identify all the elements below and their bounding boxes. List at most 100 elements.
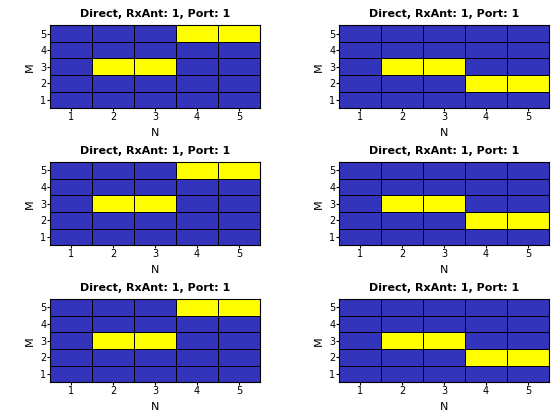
Bar: [423, 316, 465, 332]
Bar: [176, 162, 218, 179]
Bar: [507, 212, 549, 228]
Bar: [381, 349, 423, 365]
Bar: [50, 365, 92, 382]
Bar: [465, 365, 507, 382]
Bar: [50, 58, 92, 75]
Bar: [92, 25, 134, 42]
Bar: [218, 162, 260, 179]
Bar: [339, 58, 381, 75]
Title: Direct, RxAnt: 1, Port: 1: Direct, RxAnt: 1, Port: 1: [80, 283, 230, 293]
Bar: [465, 195, 507, 212]
Bar: [218, 316, 260, 332]
Bar: [423, 299, 465, 316]
Bar: [92, 299, 134, 316]
Bar: [465, 25, 507, 42]
Bar: [339, 212, 381, 228]
Bar: [423, 212, 465, 228]
Bar: [134, 228, 176, 245]
Bar: [465, 349, 507, 365]
Bar: [507, 228, 549, 245]
Bar: [339, 179, 381, 195]
Bar: [92, 58, 134, 75]
X-axis label: N: N: [440, 128, 449, 138]
Bar: [507, 195, 549, 212]
Bar: [339, 228, 381, 245]
Bar: [465, 332, 507, 349]
Bar: [381, 228, 423, 245]
X-axis label: N: N: [151, 402, 159, 412]
Bar: [339, 92, 381, 108]
Bar: [465, 179, 507, 195]
X-axis label: N: N: [440, 265, 449, 275]
X-axis label: N: N: [151, 265, 159, 275]
Y-axis label: M: M: [314, 62, 324, 71]
Bar: [218, 179, 260, 195]
Bar: [134, 316, 176, 332]
Bar: [92, 162, 134, 179]
Bar: [218, 58, 260, 75]
Bar: [507, 162, 549, 179]
Bar: [176, 42, 218, 58]
Bar: [50, 162, 92, 179]
Bar: [218, 92, 260, 108]
Bar: [176, 25, 218, 42]
Bar: [50, 332, 92, 349]
Bar: [465, 228, 507, 245]
Bar: [339, 349, 381, 365]
Title: Direct, RxAnt: 1, Port: 1: Direct, RxAnt: 1, Port: 1: [80, 146, 230, 156]
Bar: [381, 92, 423, 108]
Bar: [176, 349, 218, 365]
Bar: [381, 42, 423, 58]
Title: Direct, RxAnt: 1, Port: 1: Direct, RxAnt: 1, Port: 1: [369, 283, 519, 293]
Bar: [50, 212, 92, 228]
Bar: [465, 212, 507, 228]
Bar: [134, 92, 176, 108]
Bar: [50, 195, 92, 212]
Bar: [465, 299, 507, 316]
Bar: [176, 179, 218, 195]
Bar: [92, 195, 134, 212]
Bar: [134, 195, 176, 212]
Bar: [92, 212, 134, 228]
Bar: [50, 299, 92, 316]
Bar: [423, 228, 465, 245]
Bar: [92, 365, 134, 382]
Bar: [134, 365, 176, 382]
Bar: [381, 195, 423, 212]
Bar: [507, 42, 549, 58]
Title: Direct, RxAnt: 1, Port: 1: Direct, RxAnt: 1, Port: 1: [369, 146, 519, 156]
Bar: [176, 332, 218, 349]
Bar: [339, 195, 381, 212]
Bar: [218, 75, 260, 92]
Bar: [50, 92, 92, 108]
Y-axis label: M: M: [314, 336, 324, 346]
Bar: [92, 42, 134, 58]
Bar: [507, 179, 549, 195]
Bar: [381, 365, 423, 382]
Bar: [218, 195, 260, 212]
Bar: [134, 75, 176, 92]
Bar: [381, 162, 423, 179]
Bar: [423, 195, 465, 212]
Bar: [339, 365, 381, 382]
Bar: [92, 316, 134, 332]
Bar: [507, 299, 549, 316]
Bar: [507, 25, 549, 42]
Bar: [339, 162, 381, 179]
Bar: [134, 58, 176, 75]
Bar: [381, 299, 423, 316]
Bar: [465, 58, 507, 75]
X-axis label: N: N: [440, 402, 449, 412]
Bar: [423, 75, 465, 92]
Bar: [423, 58, 465, 75]
Bar: [507, 316, 549, 332]
Bar: [218, 228, 260, 245]
Bar: [465, 92, 507, 108]
Title: Direct, RxAnt: 1, Port: 1: Direct, RxAnt: 1, Port: 1: [80, 9, 230, 19]
Bar: [423, 365, 465, 382]
Bar: [176, 365, 218, 382]
Bar: [381, 212, 423, 228]
Bar: [134, 212, 176, 228]
Bar: [423, 25, 465, 42]
Bar: [423, 162, 465, 179]
